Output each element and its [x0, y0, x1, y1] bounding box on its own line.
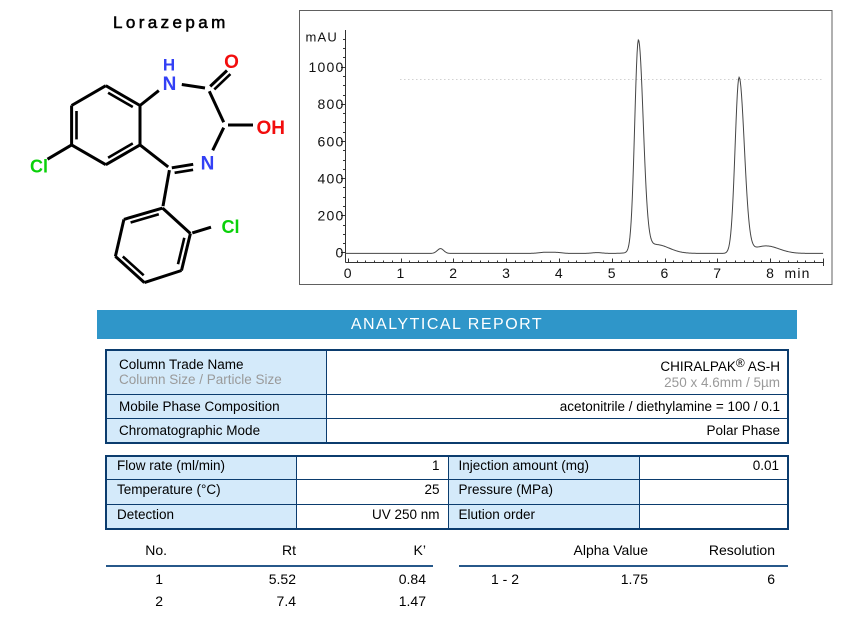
svg-text:0: 0: [336, 245, 345, 261]
svg-text:Cl: Cl: [30, 157, 48, 177]
svg-text:1000: 1000: [309, 59, 345, 75]
svg-text:Cl: Cl: [222, 217, 240, 237]
svg-text:5: 5: [608, 265, 617, 281]
svg-text:N: N: [163, 74, 177, 95]
svg-text:3: 3: [502, 265, 511, 281]
svg-text:H: H: [163, 56, 175, 75]
svg-text:800: 800: [318, 96, 345, 112]
svg-text:1: 1: [397, 265, 406, 281]
svg-text:min: min: [785, 265, 811, 281]
svg-text:O: O: [224, 52, 239, 73]
svg-text:600: 600: [318, 133, 345, 149]
svg-text:200: 200: [318, 208, 345, 224]
svg-text:N: N: [201, 154, 215, 175]
svg-text:2: 2: [449, 265, 458, 281]
svg-text:4: 4: [555, 265, 564, 281]
svg-text:0: 0: [344, 265, 353, 281]
svg-text:8: 8: [766, 265, 775, 281]
svg-text:mAU: mAU: [306, 30, 339, 45]
svg-text:6: 6: [661, 265, 670, 281]
svg-text:OH: OH: [257, 118, 286, 139]
svg-text:7: 7: [713, 265, 722, 281]
svg-text:400: 400: [318, 170, 345, 186]
